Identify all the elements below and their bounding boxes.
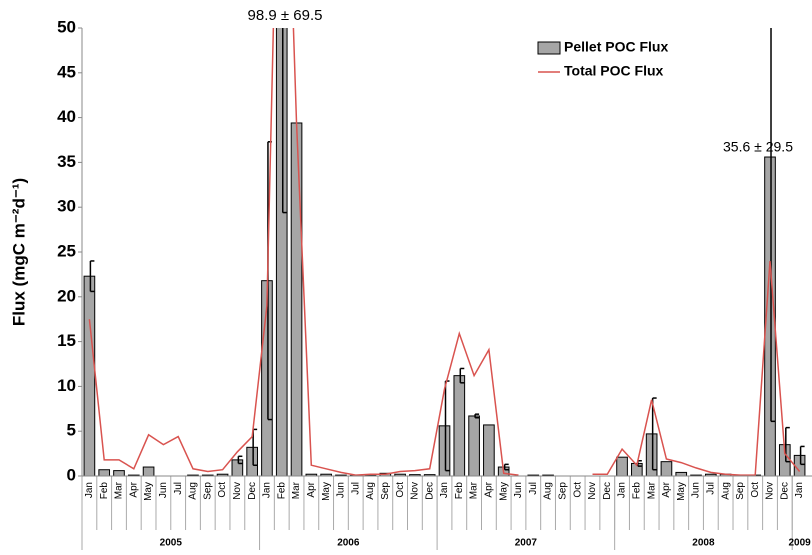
x-tick-label: Jan <box>262 482 273 498</box>
x-tick-label: May <box>321 482 332 501</box>
y-tick-label: 15 <box>57 331 76 350</box>
x-tick-label: Oct <box>572 482 583 498</box>
y-tick-label: 30 <box>57 197 76 216</box>
legend-label: Total POC Flux <box>564 63 664 79</box>
x-tick-label: Jan <box>617 482 628 498</box>
bar <box>661 462 672 476</box>
bar <box>276 0 287 476</box>
x-tick-label: Feb <box>276 482 287 500</box>
x-tick-label: May <box>498 482 509 501</box>
bar <box>794 455 805 476</box>
y-tick-label: 50 <box>57 17 76 36</box>
bar <box>676 472 687 476</box>
x-tick-label: May <box>676 482 687 501</box>
x-tick-label: Apr <box>306 481 317 497</box>
bar <box>617 457 628 476</box>
x-tick-label: Apr <box>128 481 139 497</box>
line <box>89 0 799 475</box>
x-tick-label: Aug <box>365 482 376 500</box>
y-tick-label: 40 <box>57 107 76 126</box>
y-tick-label: 25 <box>57 241 76 260</box>
x-tick-label: Feb <box>631 482 642 500</box>
x-tick-label: Dec <box>602 482 613 500</box>
x-tick-label: Jun <box>691 482 702 498</box>
x-tick-label: Feb <box>454 482 465 500</box>
x-tick-label: Apr <box>661 481 672 497</box>
x-tick-label: May <box>143 482 154 501</box>
bar <box>232 460 243 476</box>
y-tick-label: 45 <box>57 62 76 81</box>
plot-area <box>84 0 805 476</box>
bar <box>291 123 302 476</box>
x-tick-label: Mar <box>291 481 302 499</box>
x-tick-label: Dec <box>424 482 435 500</box>
bar <box>439 426 450 476</box>
bar <box>484 425 495 476</box>
annotation: 35.6 ± 29.5 <box>723 139 793 155</box>
legend-label: Pellet POC Flux <box>564 39 668 55</box>
x-tick-label: Sep <box>202 482 213 500</box>
x-tick-label: Oct <box>750 482 761 498</box>
y-axis-label: Flux (mgC m⁻²d⁻¹) <box>9 178 28 326</box>
bar <box>454 376 465 476</box>
x-tick-label: Jan <box>439 482 450 498</box>
y-tick-label: 35 <box>57 152 76 171</box>
x-tick-label: Mar <box>646 481 657 499</box>
x-tick-label: Nov <box>765 482 776 500</box>
x-tick-label: Jul <box>528 482 539 495</box>
bar <box>114 471 125 476</box>
x-tick-label: Jul <box>350 482 361 495</box>
bar <box>469 416 480 476</box>
x-tick-label: Apr <box>484 481 495 497</box>
x-tick-label: Mar <box>114 481 125 499</box>
x-tick-label: Sep <box>558 482 569 500</box>
x-tick-label: Aug <box>188 482 199 500</box>
x-tick-label: Nov <box>232 482 243 500</box>
x-tick-label: Jul <box>173 482 184 495</box>
x-tick-label: Sep <box>380 482 391 500</box>
x-tick-label: Aug <box>543 482 554 500</box>
x-tick-label: Nov <box>587 482 598 500</box>
y-tick-label: 5 <box>67 421 76 440</box>
x-tick-label: Feb <box>99 482 110 500</box>
y-tick-label: 20 <box>57 286 76 305</box>
x-tick-label: Oct <box>217 482 228 498</box>
x-tick-label: Mar <box>469 481 480 499</box>
x-tick-label: Aug <box>720 482 731 500</box>
bar <box>99 470 110 476</box>
x-tick-label: Jan <box>794 482 805 498</box>
x-tick-label: Jan <box>84 482 95 498</box>
group-label: 2008 <box>692 538 715 549</box>
group-label: 2009 <box>788 538 811 549</box>
x-tick-label: Sep <box>735 482 746 500</box>
x-tick-label: Nov <box>410 482 421 500</box>
legend: Pellet POC Flux Total POC Flux <box>538 39 668 79</box>
group-label: 2005 <box>160 538 183 549</box>
x-tick-label: Oct <box>395 482 406 498</box>
x-tick-label: Dec <box>779 482 790 500</box>
x-tick-label: Jul <box>705 482 716 495</box>
bar <box>143 467 154 476</box>
x-tick-label: Dec <box>247 482 258 500</box>
y-tick-label: 10 <box>57 376 76 395</box>
bar <box>84 276 95 476</box>
bar <box>247 447 258 476</box>
x-tick-label: Jun <box>513 482 524 498</box>
group-label: 2007 <box>515 538 538 549</box>
annotation: 98.9 ± 69.5 <box>248 7 323 24</box>
y-tick-label: 0 <box>67 465 76 484</box>
x-tick-label: Jun <box>336 482 347 498</box>
legend-swatch <box>538 42 560 54</box>
group-label: 2006 <box>337 538 360 549</box>
x-tick-label: Jun <box>158 482 169 498</box>
